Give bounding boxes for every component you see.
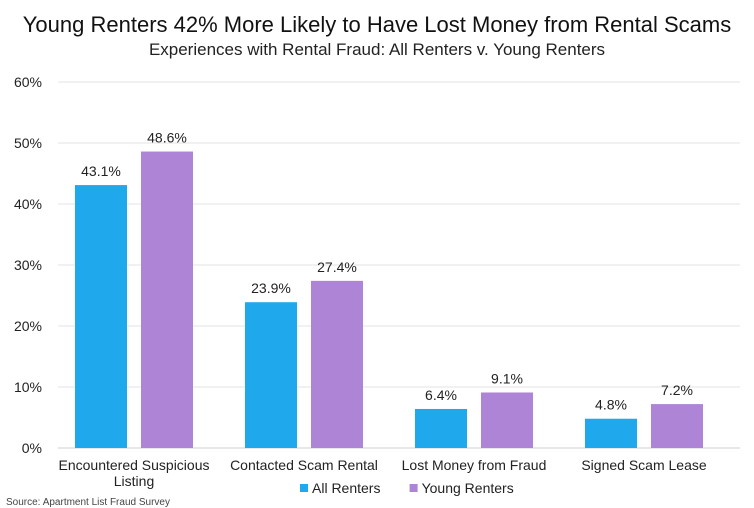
bar-young-renters-1 [311,281,363,448]
bar-all-renters-0 [75,185,127,448]
bar-all-renters-1 [245,302,297,448]
legend-swatch-all-renters [300,484,308,492]
y-tick-label-40: 40% [14,196,42,212]
legend: All Renters Young Renters [300,480,514,496]
y-tick-label-10: 10% [14,379,42,395]
y-tick-label-60: 60% [14,74,42,90]
category-label-0-line-0: Encountered Suspicious [59,457,210,473]
data-label-all-renters-2: 6.4% [425,387,457,403]
data-label-all-renters-3: 4.8% [595,397,627,413]
category-label-2: Lost Money from Fraud [402,457,547,473]
bar-chart: 0% 10% 20% 30% 40% 50% 60% 43.1% 48.6% 23.9% 27.4… [0,0,754,505]
data-label-all-renters-0: 43.1% [81,163,121,179]
category-label-3: Signed Scam Lease [581,457,707,473]
y-tick-label-50: 50% [14,135,42,151]
bar-all-renters-3 [585,419,637,448]
y-tick-label-20: 20% [14,318,42,334]
bar-young-renters-3 [651,404,703,448]
bar-young-renters-0 [141,152,193,448]
y-tick-label-0: 0% [22,440,42,456]
source-note: Source: Apartment List Fraud Survey [6,497,170,508]
data-label-young-renters-2: 9.1% [491,370,523,386]
data-label-young-renters-0: 48.6% [147,130,187,146]
data-label-young-renters-3: 7.2% [661,382,693,398]
legend-label-all-renters: All Renters [312,480,380,496]
y-axis-tick-labels: 0% 10% 20% 30% 40% 50% 60% [14,74,42,456]
y-tick-label-30: 30% [14,257,42,273]
category-label-0-line-1: Listing [114,473,154,489]
bar-all-renters-2 [415,409,467,448]
category-label-1: Contacted Scam Rental [230,457,378,473]
data-label-young-renters-1: 27.4% [317,259,357,275]
data-label-all-renters-1: 23.9% [251,280,291,296]
legend-label-young-renters: Young Renters [422,480,514,496]
legend-swatch-young-renters [410,484,418,492]
bar-young-renters-2 [481,392,533,448]
